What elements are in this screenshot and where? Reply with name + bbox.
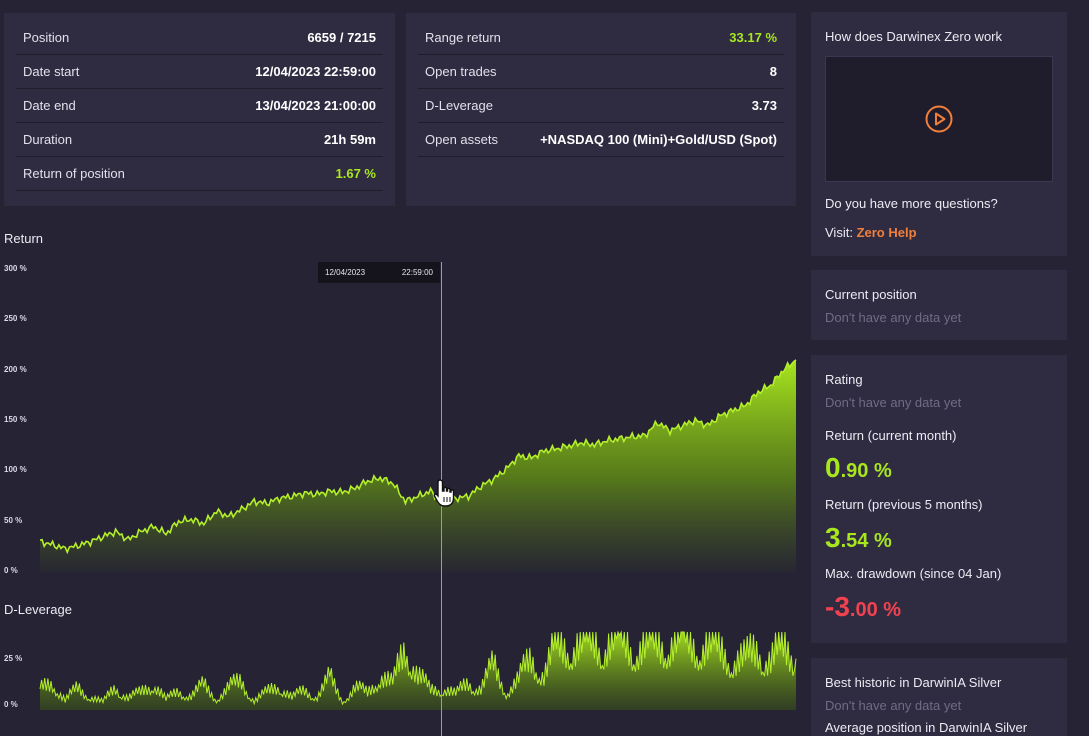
max-drawdown-dec: .00 % [849,599,902,621]
rating-title: Rating [825,372,863,387]
return-current-label: Return (current month) [825,428,957,443]
stat-label: Open trades [425,64,497,79]
video-player[interactable] [825,56,1053,182]
leverage-area [40,632,796,710]
stat-row: D-Leverage 3.73 [418,89,784,123]
leverage-line [39,630,797,706]
stat-label: Open assets [425,132,498,147]
stat-value: 1.67 % [335,166,376,181]
stat-row: Range return 33.17 % [418,21,784,55]
stat-label: Range return [425,30,501,45]
more-questions-text: Do you have more questions? [825,196,998,211]
y-tick-label: 300 % [4,264,27,273]
visit-line: Visit: Zero Help [825,225,917,240]
stat-value: 6659 / 7215 [307,30,376,45]
stat-value: 12/04/2023 22:59:00 [255,64,376,79]
stat-row: Open assets +NASDAQ 100 (Mini)+Gold/USD (… [418,123,784,157]
y-tick-label: 150 % [4,414,27,424]
y-tick-label: 250 % [4,314,27,324]
return-line [39,359,797,555]
stat-row: Date start 12/04/2023 22:59:00 [16,55,383,89]
y-tick-label: 200 % [4,364,27,374]
max-drawdown-int: -3 [825,591,850,622]
stat-label: Position [23,30,70,45]
return-prev-value: 3.54 % [825,522,892,554]
y-tick-label: 100 % [4,465,27,475]
y-tick-label: 50 % [4,515,23,525]
return-area [40,359,796,572]
y-tick-label: 25 % [4,654,23,663]
visit-label: Visit: [825,225,853,240]
rating-card: Rating Don't have any data yet Return (c… [811,355,1067,643]
stats-panel-left: Position 6659 / 7215 Date start 12/04/2023 … [4,13,395,206]
average-position-label: Average position in DarwinIA Silver [825,720,1028,735]
zero-help-link[interactable]: Zero Help [856,225,917,240]
video-card-title: How does Darwinex Zero work [825,29,1003,44]
stat-row: Duration 21h 59m [16,123,383,157]
y-tick-label: 0 % [4,565,18,575]
max-drawdown-label: Max. drawdown (since 04 Jan) [825,566,1002,581]
chart-tooltip: 12/04/2023 22:59:00 [318,262,440,283]
stat-value: +NASDAQ 100 (Mini)+Gold/USD (Spot) [540,132,777,147]
return-chart[interactable] [0,250,800,590]
return-prev-label: Return (previous 5 months) [825,497,983,512]
return-prev-dec: .54 % [840,530,892,552]
return-chart-title: Return [4,231,44,246]
y-tick-label: 0 % [4,700,18,709]
hand-cursor-icon [433,479,455,507]
stat-label: Date end [23,98,76,113]
stat-label: Duration [23,132,73,147]
best-historic-empty: Don't have any data yet [825,698,962,713]
stat-value: 33.17 % [729,30,777,45]
return-current-dec: .90 % [840,460,892,482]
stat-label: Return of position [23,166,125,181]
stat-row: Date end 13/04/2023 21:00:00 [16,89,383,123]
stat-row: Open trades 8 [418,55,784,89]
stat-row: Return of position 1.67 % [16,157,383,191]
video-card: How does Darwinex Zero work Do you have … [811,12,1067,256]
return-current-int: 0 [825,452,841,483]
stat-label: D-Leverage [425,98,493,113]
max-drawdown-value: -3.00 % [825,591,901,623]
stat-value: 3.73 [751,98,777,113]
tooltip-date: 12/04/2023 [325,268,366,277]
leverage-chart[interactable] [0,628,800,728]
best-historic-title: Best historic in DarwinIA Silver [825,675,1002,690]
leverage-chart-title: D-Leverage [4,602,72,617]
rating-empty: Don't have any data yet [825,395,962,410]
current-position-card: Current position Don't have any data yet [811,270,1067,340]
play-icon[interactable] [924,104,954,134]
best-historic-card: Best historic in DarwinIA Silver Don't h… [811,658,1067,736]
return-current-value: 0.90 % [825,452,892,484]
stats-panel-right: Range return 33.17 % Open trades 8 D-Leverag… [406,13,796,206]
stat-value: 21h 59m [323,132,376,147]
tooltip-time: 22:59:00 [401,268,433,277]
stat-row: Position 6659 / 7215 [16,21,383,55]
stat-value: 13/04/2023 21:00:00 [255,98,376,113]
current-position-empty: Don't have any data yet [825,310,962,325]
stat-label: Date start [23,64,80,79]
stat-value: 8 [769,64,777,79]
return-prev-int: 3 [825,522,841,553]
current-position-title: Current position [825,287,917,302]
